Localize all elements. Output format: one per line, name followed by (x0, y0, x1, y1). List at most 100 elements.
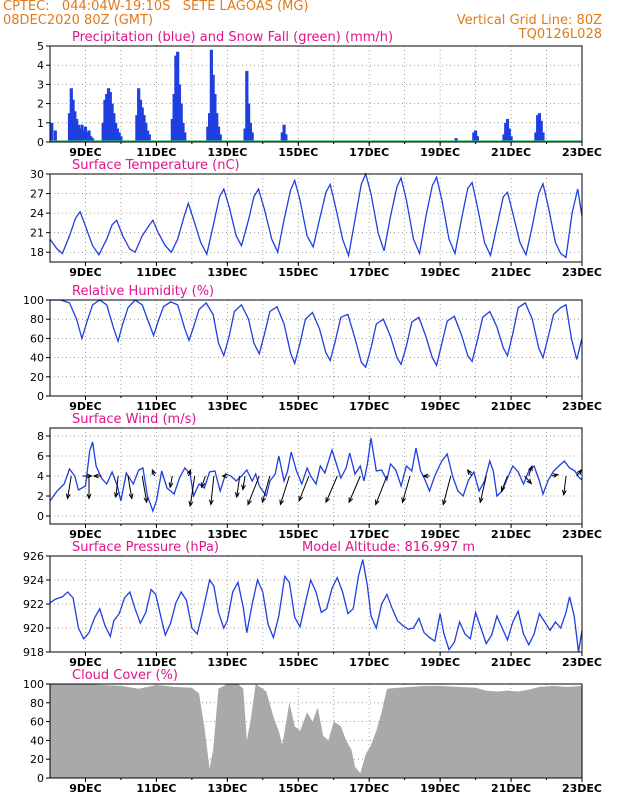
x-tick-label: 17DEC (349, 400, 389, 413)
wind-arrow (563, 475, 567, 495)
precip-bar (170, 118, 174, 142)
y-tick-label: 0 (37, 136, 44, 149)
y-tick-label: 60 (30, 332, 44, 345)
precip-bar (250, 132, 254, 142)
precip-bar (206, 126, 210, 142)
precip-bar (103, 99, 107, 142)
x-tick-label: 11DEC (136, 656, 176, 669)
precip-bar (539, 120, 543, 142)
wind-arrow-head (143, 497, 149, 504)
precip-bar (76, 124, 80, 142)
wind-arrow-head (375, 499, 380, 506)
x-tick-label: 9DEC (69, 656, 101, 669)
precip-bar (78, 128, 82, 142)
precip-bar (138, 99, 143, 142)
wind-arrow-head (500, 485, 506, 493)
wind-title: Surface Wind (m/s) (72, 412, 196, 427)
x-tick-label: 11DEC (136, 146, 176, 159)
header-grid-line: Vertical Grid Line: 80Z (456, 13, 602, 28)
x-tick-label: 19DEC (420, 656, 460, 669)
wind-line (49, 437, 583, 513)
precip-bar (50, 122, 54, 142)
wind-arrow (67, 475, 72, 499)
precip-bar (140, 107, 144, 142)
x-tick-label: 13DEC (207, 266, 247, 279)
x-tick-label: 15DEC (278, 266, 318, 279)
y-tick-label: 18 (30, 246, 44, 259)
x-tick-label: 9DEC (69, 146, 101, 159)
wind-arrow (261, 475, 271, 503)
precip-bar (536, 115, 540, 142)
wind-arrow-head (348, 497, 354, 504)
wind-arrow (242, 475, 246, 490)
wind-arrow-head (113, 492, 119, 499)
x-tick-label: 17DEC (349, 528, 389, 541)
cloud-cover-area (50, 684, 582, 778)
precip-bar (179, 103, 183, 142)
precip-bar (245, 70, 249, 142)
wind-arrow-head (401, 497, 407, 504)
y-tick-label: 1 (37, 117, 44, 130)
precip-bar (172, 94, 176, 142)
wind-arrow-head (298, 495, 304, 502)
y-tick-label: 924 (23, 574, 44, 587)
wind-arrow (402, 475, 411, 503)
panel-frame (49, 173, 583, 263)
panel-frame (49, 683, 583, 779)
precip-bar (145, 130, 150, 142)
precip-bar (213, 94, 217, 142)
precip-bar (183, 132, 187, 142)
precip-bar (67, 113, 72, 142)
wind-arrow (479, 475, 487, 503)
x-tick-label: 19DEC (420, 528, 460, 541)
precip-title: Precipitation (blue) and Snow Fall (gree… (72, 30, 393, 45)
precip-bar (142, 115, 146, 142)
x-tick-label: 9DEC (69, 528, 101, 541)
header-model-id: TQ0126L028 (518, 27, 602, 42)
wind-arrow (524, 475, 532, 484)
precip-bar (211, 74, 215, 142)
x-tick-label: 21DEC (491, 782, 531, 795)
wind-arrow-head (221, 473, 228, 479)
panel-frame (49, 299, 583, 397)
wind-arrow (325, 475, 338, 503)
wind-arrow-head (200, 482, 206, 489)
y-tick-label: 920 (23, 622, 44, 635)
wind-arrow-head (92, 473, 99, 479)
wind-arrow-head (561, 489, 567, 497)
wind-arrow-head (526, 478, 533, 485)
x-tick-label: 13DEC (207, 782, 247, 795)
precip-bar (176, 51, 180, 143)
y-tick-label: 21 (30, 227, 44, 240)
x-tick-label: 21DEC (491, 146, 531, 159)
y-tick-label: 5 (37, 40, 44, 53)
x-tick-label: 17DEC (349, 266, 389, 279)
wind-arrow-head (241, 484, 246, 491)
wind-arrow (375, 475, 388, 505)
precip-bar (87, 130, 91, 142)
x-tick-label: 23DEC (562, 528, 602, 541)
wind-arrow-head (188, 501, 194, 508)
precip-bar (101, 122, 105, 142)
precip-bar (117, 132, 121, 142)
wind-arrow (210, 475, 215, 505)
precip-bar (69, 88, 73, 142)
y-tick-label: 20 (30, 371, 44, 384)
precip-bar (106, 88, 111, 142)
x-tick-label: 19DEC (420, 266, 460, 279)
precip-bar (108, 92, 112, 142)
x-tick-label: 21DEC (491, 266, 531, 279)
precip-bar (537, 113, 542, 142)
x-tick-label: 23DEC (562, 656, 602, 669)
precip-bar (83, 126, 88, 142)
wind-arrow-head (234, 492, 240, 499)
x-tick-label: 15DEC (278, 400, 318, 413)
precip-bar (75, 118, 79, 142)
x-tick-label: 23DEC (562, 266, 602, 279)
y-tick-label: 40 (30, 352, 44, 365)
wind-arrow-head (478, 497, 484, 504)
wind-arrow (115, 475, 119, 498)
x-tick-label: 19DEC (420, 400, 460, 413)
x-tick-label: 9DEC (69, 266, 101, 279)
wind-arrow-head (422, 473, 429, 479)
